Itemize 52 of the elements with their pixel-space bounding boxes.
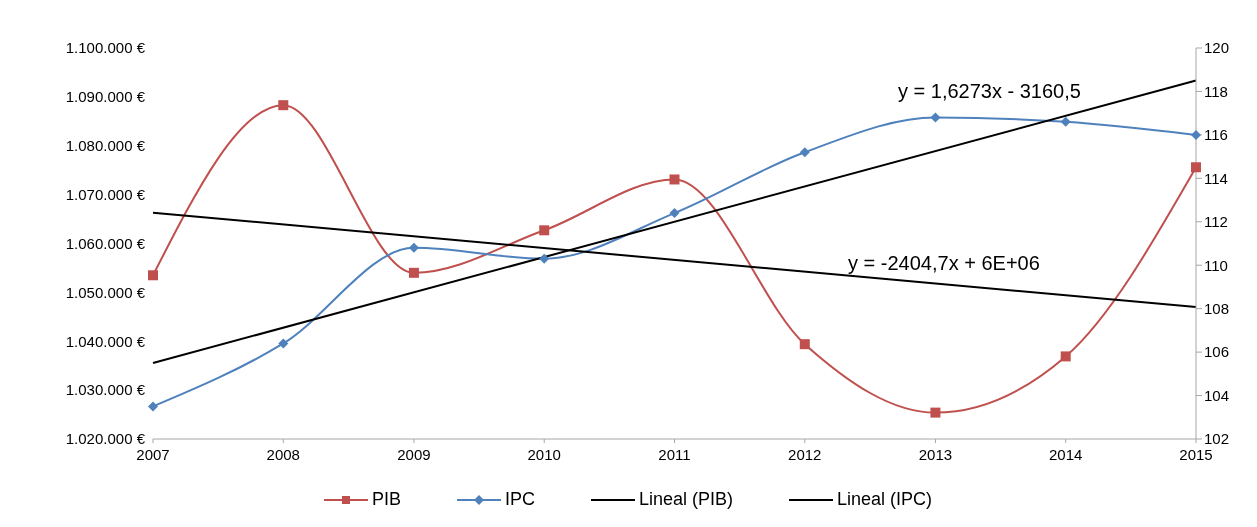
point <box>278 100 289 111</box>
x-tick-label: 2013 <box>918 445 953 463</box>
point <box>1060 351 1071 362</box>
y-tick-label: 1.030.000 € <box>65 381 146 399</box>
y2-tick-label: 114 <box>1204 169 1228 187</box>
point <box>408 242 419 253</box>
x-tick-label: 2009 <box>397 445 431 463</box>
y2-tick-label: 104 <box>1204 386 1230 404</box>
point <box>669 174 680 185</box>
x-tick-label: 2015 <box>1179 445 1213 463</box>
legend-label: IPC <box>504 489 535 510</box>
x-tick-label: 2007 <box>136 445 170 463</box>
y-tick-label: 1.070.000 € <box>65 185 146 203</box>
point <box>408 267 419 278</box>
point <box>930 407 941 418</box>
point <box>930 112 941 123</box>
point <box>148 270 158 281</box>
point <box>669 208 680 219</box>
point <box>539 225 550 236</box>
point <box>148 401 158 412</box>
point <box>1191 162 1201 173</box>
legend-label: Lineal (PIB) <box>638 489 734 510</box>
y-tick-label: 1.020.000 € <box>65 430 146 448</box>
point <box>1060 116 1071 127</box>
y2-tick-label: 118 <box>1204 82 1228 100</box>
y-tick-label: 1.060.000 € <box>65 234 146 252</box>
x-tick-label: 2012 <box>788 445 822 463</box>
point <box>1191 129 1201 140</box>
point <box>799 147 810 158</box>
legend-label: Lineal (IPC) <box>837 489 933 510</box>
y2-tick-label: 102 <box>1204 430 1230 448</box>
y2-tick-label: 120 <box>1204 39 1230 57</box>
y2-tick-label: 116 <box>1204 126 1228 144</box>
x-tick-label: 2014 <box>1049 445 1083 463</box>
y-tick-label: 1.090.000 € <box>65 88 146 106</box>
point <box>799 339 810 350</box>
y2-tick-label: 112 <box>1204 213 1228 231</box>
y2-tick-label: 110 <box>1204 256 1228 274</box>
x-tick-label: 2008 <box>266 445 300 463</box>
annotation: y = 1,6273x - 3160,5 <box>898 80 1081 103</box>
legend-label: PIB <box>371 489 401 510</box>
y-tick-label: 1.080.000 € <box>65 137 146 155</box>
y-tick-label: 1.050.000 € <box>65 283 146 301</box>
y-tick-label: 1.100.000 € <box>65 39 146 57</box>
y-tick-label: 1.040.000 € <box>65 332 146 350</box>
y2-tick-label: 108 <box>1204 299 1230 317</box>
point <box>278 338 289 349</box>
y2-tick-label: 106 <box>1204 343 1230 361</box>
annotation: y = -2404,7x + 6E+06 <box>848 252 1040 275</box>
x-tick-label: 2010 <box>527 445 561 463</box>
point <box>539 253 550 264</box>
x-tick-label: 2011 <box>658 445 691 463</box>
